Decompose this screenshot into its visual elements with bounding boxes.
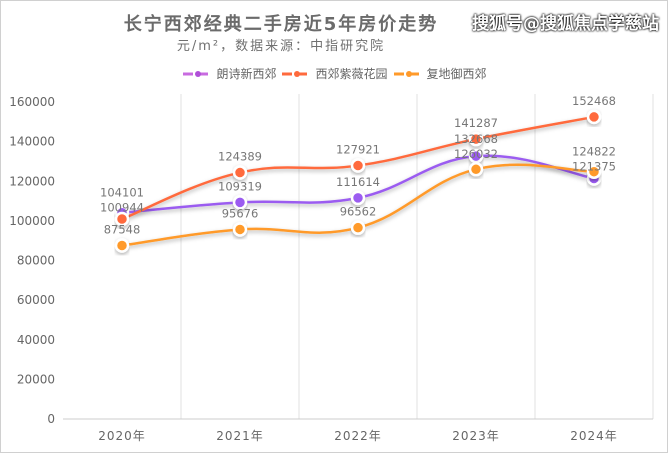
data-label: 95676 [222,206,259,220]
legend-swatch [393,70,424,77]
y-tick-label: 120000 [9,174,55,188]
data-label: 126032 [454,147,498,161]
x-tick-label: 2024年 [570,429,618,443]
legend-label: 朗诗新西郊 [216,67,277,81]
data-label: 104101 [100,185,144,199]
x-tick-label: 2020年 [98,429,146,443]
chart-subtitle: 元/m²，数据来源：中指研究院 [176,39,386,54]
data-label: 96562 [340,205,377,219]
legend: 朗诗新西郊 西郊紫薇花园 复地御西郊 [1,65,667,82]
data-label: 124822 [572,145,616,159]
legend-item-0[interactable]: 朗诗新西郊 [183,65,276,82]
data-point [232,195,248,210]
y-tick-label: 20000 [17,372,55,386]
legend-item-2[interactable]: 复地御西郊 [393,65,487,82]
y-tick-label: 100000 [9,214,55,228]
data-label: 100944 [100,200,144,214]
data-point [468,162,484,177]
x-tick-label: 2022年 [334,429,382,443]
data-point [586,109,602,125]
legend-swatch [183,70,214,77]
data-point [350,190,366,206]
data-label: 111614 [336,175,380,189]
data-point [468,131,484,147]
legend-swatch [282,70,313,77]
data-label: 127921 [336,143,380,157]
data-label: 124389 [218,150,262,164]
y-tick-label: 40000 [17,333,55,347]
y-tick-label: 80000 [17,254,55,268]
y-tick-label: 60000 [17,293,55,307]
data-label: 152468 [572,94,616,108]
data-point [232,222,248,237]
data-point [350,158,366,173]
y-tick-label: 140000 [9,135,55,149]
legend-label: 复地御西郊 [426,67,487,81]
data-point [114,211,130,227]
watermark: 搜狐号@搜狐焦点学慈站 [472,14,659,34]
legend-label: 西郊紫薇花园 [315,67,388,81]
x-tick-label: 2023年 [452,429,500,443]
y-tick-label: 160000 [9,95,55,109]
data-label: 121375 [572,160,616,174]
data-label: 109319 [218,179,262,193]
data-point [114,238,130,253]
y-tick-label: 0 [47,412,55,426]
x-tick-label: 2021年 [216,429,264,443]
legend-item-1[interactable]: 西郊紫薇花园 [282,65,388,82]
data-point [586,164,602,179]
data-point [232,165,248,180]
chart-title: 长宁西郊经典二手房近5年房价走势 [123,14,439,35]
data-label: 132668 [454,132,498,146]
data-point [350,220,366,235]
data-label: 87548 [104,223,141,237]
data-label: 141287 [454,116,498,130]
